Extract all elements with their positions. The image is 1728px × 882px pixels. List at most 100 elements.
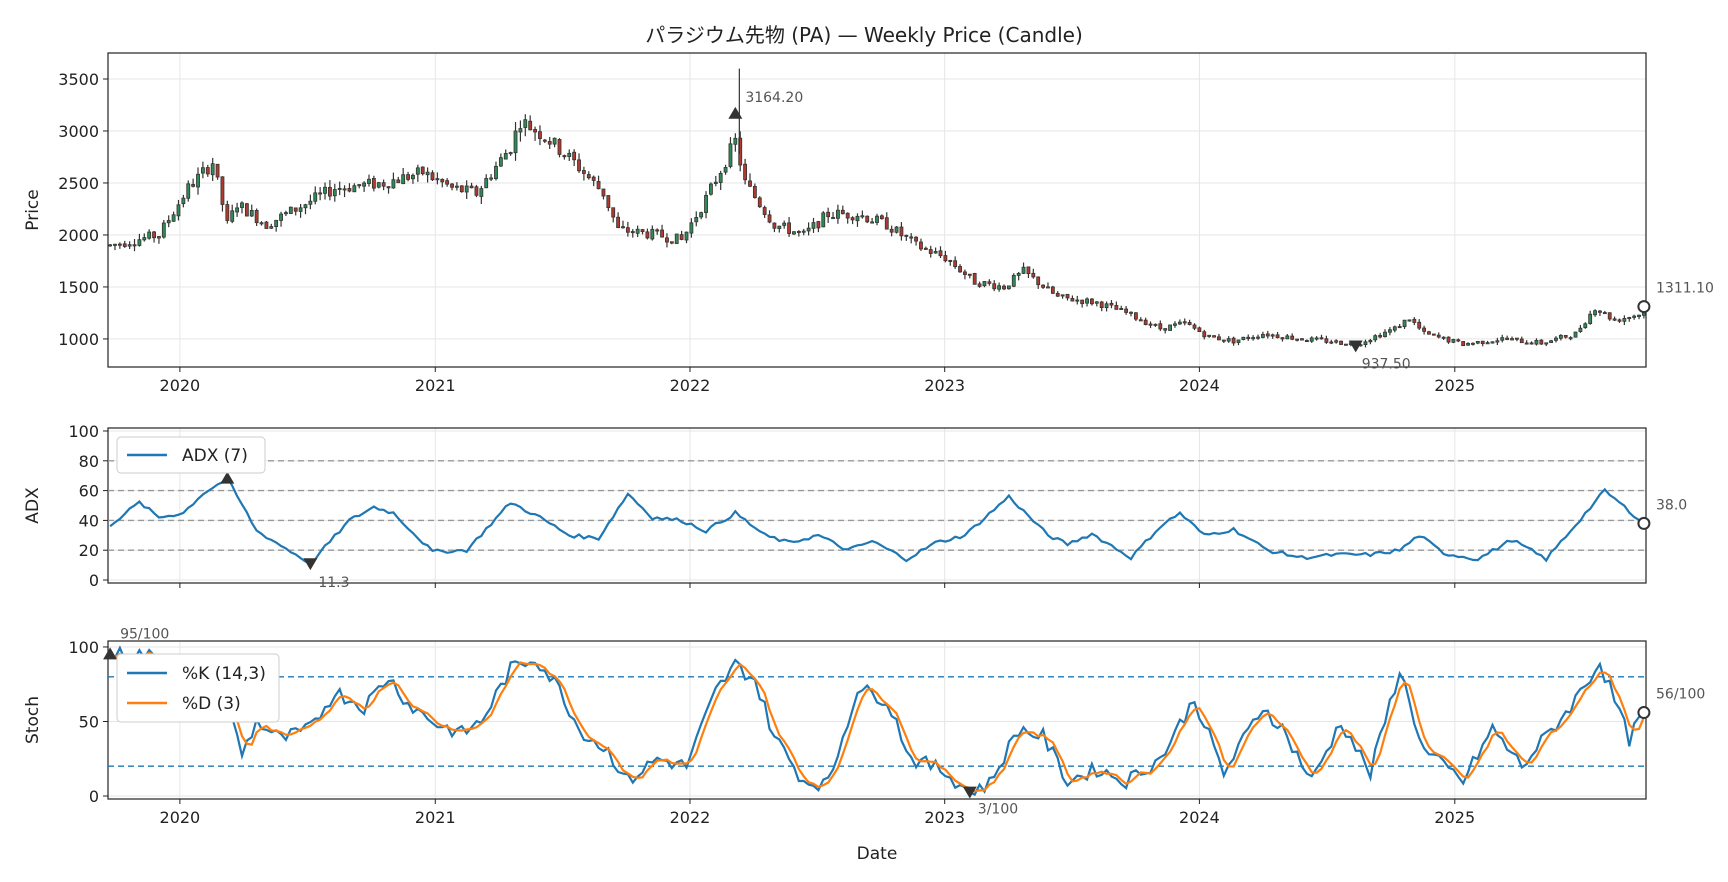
adx-ytick-label: 0 bbox=[89, 571, 99, 590]
candle-body bbox=[1094, 301, 1099, 304]
candle-body bbox=[1231, 337, 1236, 344]
candle-body bbox=[840, 209, 845, 215]
candle-body bbox=[1060, 294, 1065, 297]
candle-body bbox=[132, 244, 137, 247]
candle-body bbox=[332, 189, 337, 197]
candle-body bbox=[1036, 276, 1041, 286]
price-frame bbox=[107, 52, 1647, 368]
candle-body bbox=[1373, 335, 1378, 341]
candle-body bbox=[288, 206, 293, 214]
candle-body bbox=[186, 183, 191, 199]
candle-body bbox=[1158, 323, 1163, 330]
candle-body bbox=[459, 185, 464, 193]
candle-body bbox=[391, 179, 396, 189]
candle-body bbox=[1417, 321, 1422, 329]
price-panel: 1000 1500 2000 2500 3000 3500 Price 2020 2021 202… bbox=[23, 52, 1714, 395]
candle-body bbox=[792, 231, 796, 235]
price-last-label: 1311.10 bbox=[1656, 281, 1714, 297]
candle-body bbox=[1407, 319, 1412, 322]
candle-body bbox=[1397, 326, 1402, 329]
candle-body bbox=[1114, 305, 1119, 310]
candle-body bbox=[1304, 340, 1309, 343]
candle-body bbox=[200, 167, 205, 174]
candle-body bbox=[269, 226, 274, 229]
candle-body bbox=[1046, 286, 1050, 289]
stoch-low-label: 3/100 bbox=[978, 802, 1018, 818]
adx-last-marker bbox=[1637, 516, 1651, 530]
candle-body bbox=[757, 197, 762, 208]
chart-title: パラジウム先物 (PA) — Weekly Price (Candle) bbox=[645, 23, 1083, 47]
candle-body bbox=[494, 165, 498, 180]
stoch-xtick-label: 2025 bbox=[1434, 808, 1475, 827]
candle-body bbox=[889, 228, 894, 233]
adx-ylabel: ADX bbox=[23, 487, 43, 524]
candle-body bbox=[1002, 285, 1006, 290]
candle-body bbox=[196, 173, 200, 188]
candle-body bbox=[552, 137, 557, 145]
stoch-ytick-label: 100 bbox=[68, 638, 99, 657]
candle-body bbox=[147, 231, 152, 239]
candle-body bbox=[728, 143, 733, 167]
candle-body bbox=[694, 217, 699, 223]
candle-body bbox=[909, 236, 914, 239]
candle-body bbox=[503, 153, 508, 160]
candle-body bbox=[464, 185, 469, 193]
candle-body bbox=[1217, 336, 1221, 341]
candle-body bbox=[723, 167, 728, 173]
candle-body bbox=[645, 231, 650, 239]
candle-body bbox=[914, 236, 918, 242]
candle-body bbox=[821, 212, 826, 228]
stoch-low-marker bbox=[962, 786, 977, 799]
candle-body bbox=[1133, 312, 1138, 320]
candle-body bbox=[1475, 340, 1480, 344]
price-ytick-label: 3000 bbox=[58, 122, 99, 141]
candle-body bbox=[1637, 314, 1641, 318]
candle-body bbox=[967, 273, 972, 276]
candle-body bbox=[884, 217, 889, 230]
candle-body bbox=[1456, 339, 1461, 342]
candle-body bbox=[733, 137, 738, 145]
price-xtick-label: 2021 bbox=[415, 376, 456, 395]
candle-body bbox=[1441, 336, 1446, 339]
adx-ytick-label: 100 bbox=[68, 422, 99, 441]
adx-ytick-label: 40 bbox=[79, 511, 99, 530]
candle-body bbox=[796, 230, 801, 233]
candle-body bbox=[498, 157, 503, 167]
candle-body bbox=[108, 244, 113, 247]
candle-body bbox=[801, 230, 806, 233]
candle-body bbox=[122, 243, 127, 247]
candle-body bbox=[1187, 321, 1192, 326]
candle-body bbox=[274, 219, 279, 227]
price-ytick-label: 1000 bbox=[58, 330, 99, 349]
candle-body bbox=[1593, 310, 1597, 316]
candle-body bbox=[518, 128, 523, 133]
candle-body bbox=[166, 220, 171, 224]
candle-body bbox=[513, 130, 518, 154]
candle-body bbox=[1026, 266, 1031, 274]
candle-body bbox=[1016, 272, 1021, 276]
candle-body bbox=[1514, 337, 1519, 340]
candle-body bbox=[665, 237, 669, 243]
candle-body bbox=[220, 176, 225, 205]
stoch-ylabel: Stoch bbox=[23, 696, 43, 744]
candle-body bbox=[215, 163, 220, 178]
candle-body bbox=[1290, 335, 1295, 340]
candle-body bbox=[1607, 312, 1612, 320]
candle-body bbox=[674, 233, 679, 244]
stoch-xtick-label: 2024 bbox=[1179, 808, 1220, 827]
candle-body bbox=[567, 152, 572, 157]
candle-body bbox=[396, 179, 401, 184]
candle-body bbox=[1461, 341, 1466, 347]
candle-body bbox=[435, 178, 440, 181]
candle-body bbox=[1622, 318, 1627, 322]
candle-body bbox=[977, 283, 982, 287]
candle-body bbox=[479, 188, 484, 197]
candle-body bbox=[420, 166, 425, 175]
candle-body bbox=[225, 204, 230, 221]
candle-body bbox=[928, 249, 933, 254]
candle-body bbox=[1471, 342, 1475, 345]
candle-body bbox=[611, 207, 616, 218]
candle-body bbox=[1104, 303, 1109, 309]
candle-body bbox=[1612, 318, 1617, 321]
